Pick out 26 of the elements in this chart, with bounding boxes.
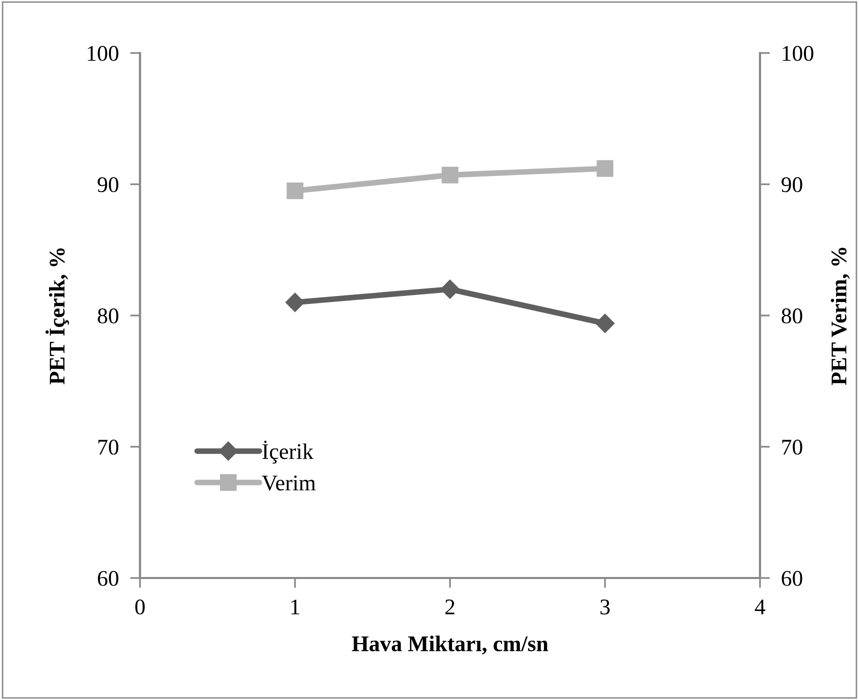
- x-tick-label: 4: [754, 600, 766, 614]
- point: [596, 160, 614, 177]
- y-tick-label: 90: [98, 177, 118, 192]
- point: [442, 166, 458, 184]
- y-tick-label: 100: [88, 46, 118, 61]
- y-tick-label: 70: [98, 440, 118, 455]
- point: [595, 314, 615, 333]
- y-axis-title: PET İçerik, %: [45, 248, 70, 384]
- point: [285, 292, 305, 312]
- legend-label: Verim: [262, 476, 316, 491]
- x-tick-label: 1: [291, 600, 300, 614]
- y-tick-label: 80: [98, 308, 118, 324]
- x-tick-label: 2: [445, 600, 454, 614]
- point: [286, 182, 304, 200]
- y2-tick-label: 90: [782, 177, 802, 192]
- y2-tick-label: 100: [782, 46, 814, 61]
- x-axis-title: Hava Miktarı, cm/sn: [352, 636, 548, 655]
- y2-tick-label: 60: [782, 570, 802, 586]
- y2-tick-label: 70: [782, 440, 802, 455]
- y-tick-label: 60: [98, 570, 118, 586]
- x-tick-label: 3: [600, 600, 610, 614]
- x-tick-label: 0: [135, 599, 145, 614]
- legend-label: İçerik: [262, 440, 314, 464]
- point: [440, 280, 460, 299]
- y2-tick-label: 80: [782, 308, 802, 324]
- y2-axis-title: PET Verim, %: [830, 248, 850, 386]
